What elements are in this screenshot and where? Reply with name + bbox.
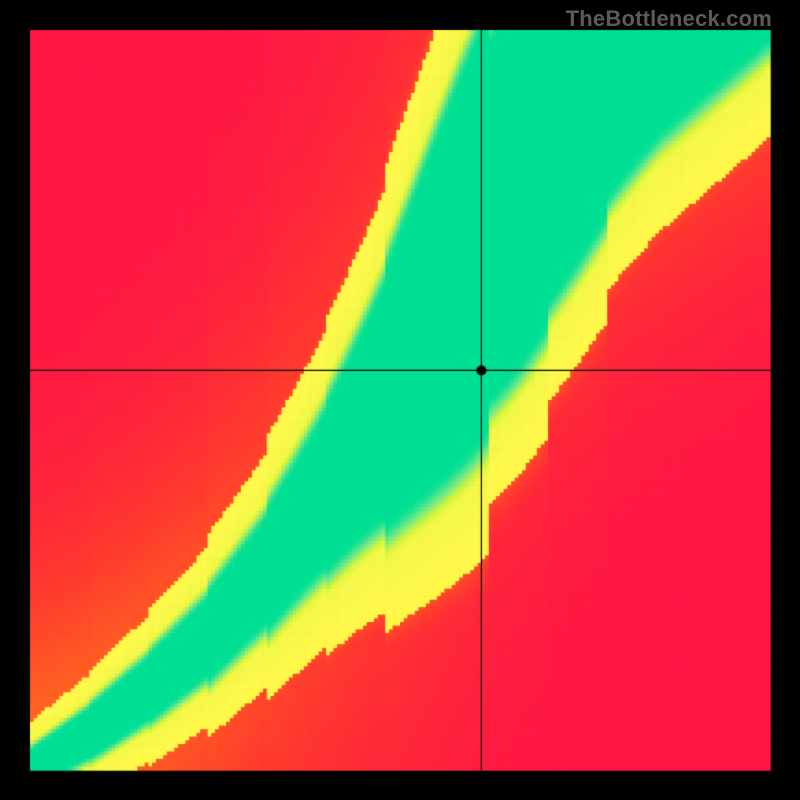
watermark-label: TheBottleneck.com [566,6,772,32]
bottleneck-heatmap [0,0,800,800]
